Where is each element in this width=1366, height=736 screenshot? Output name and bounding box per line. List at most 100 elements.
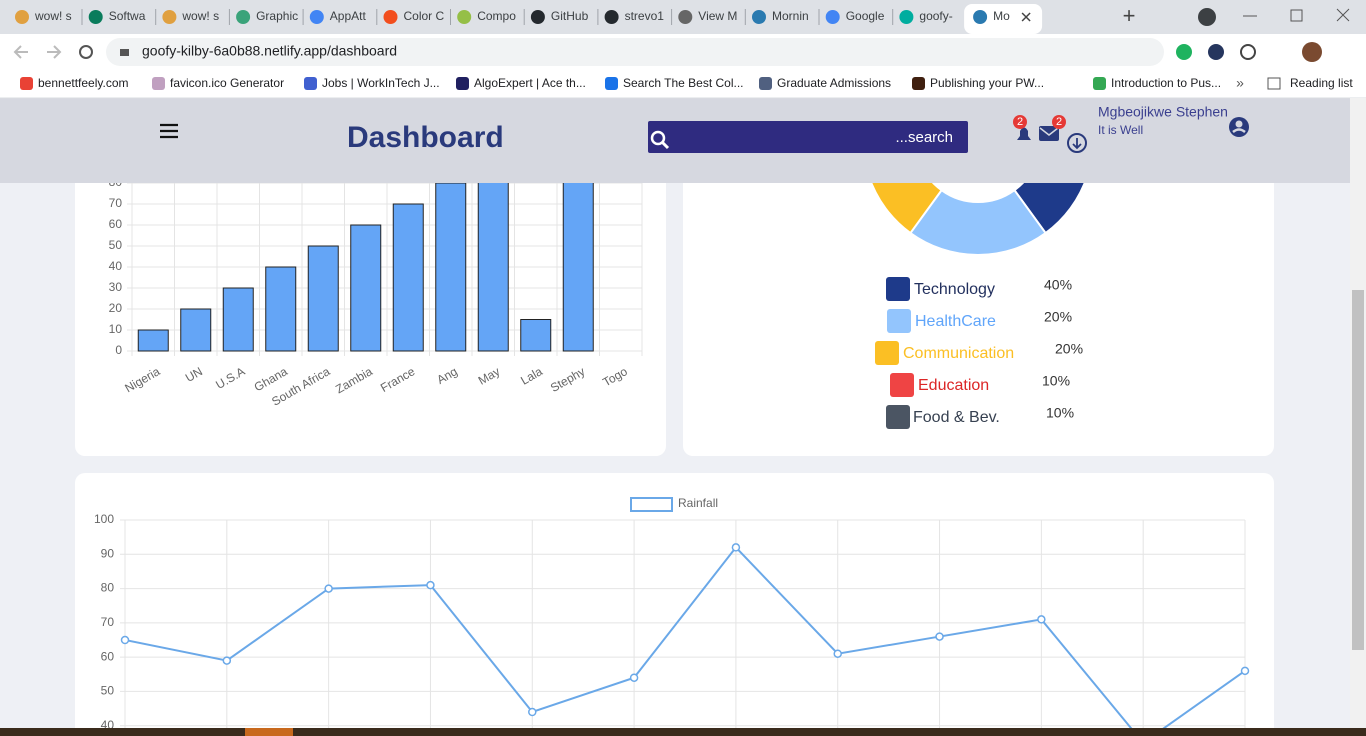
tab-title[interactable]: GitHub xyxy=(551,9,589,23)
more-bookmarks[interactable]: » xyxy=(1236,75,1244,91)
legend-swatch xyxy=(886,405,910,429)
value-label: 40% xyxy=(1044,277,1072,293)
badge xyxy=(1052,115,1066,129)
app-header: Dashboard ...search 2 2 Mgbeojikwe Steph… xyxy=(0,98,1350,183)
tab-title[interactable]: Google xyxy=(846,9,885,23)
reading-list-icon xyxy=(1267,77,1281,90)
y-tick-label: 30 xyxy=(109,280,123,294)
tab-favicon xyxy=(162,10,177,24)
bookmarks-bar xyxy=(0,70,1366,98)
url: goofy-kilby-6a0b88.netlify.app/dashboard xyxy=(142,43,397,59)
menu-icon[interactable] xyxy=(160,123,178,139)
tab-favicon xyxy=(15,10,29,24)
bookmark-icon xyxy=(304,77,317,90)
mail-icon[interactable] xyxy=(1039,126,1059,141)
point xyxy=(731,543,741,552)
user-name: Mgbeojikwe Stephen xyxy=(1098,104,1228,120)
tabs: wow! s Softwa wow! s Graphic AppAtt Color C Co… xyxy=(15,4,1043,34)
search-icon xyxy=(650,130,666,146)
tab-title[interactable]: goofy- xyxy=(919,9,952,23)
bookmark-icon xyxy=(1093,77,1106,90)
point xyxy=(1037,615,1046,624)
point xyxy=(120,635,130,645)
tab-title[interactable]: wow! s xyxy=(181,9,219,23)
taskbar-item xyxy=(245,728,293,736)
download-icon[interactable] xyxy=(1067,133,1087,153)
tab-title[interactable]: Mo xyxy=(993,9,1010,23)
new-tab-button[interactable]: + xyxy=(1123,3,1136,28)
value-label: 10% xyxy=(1046,405,1074,421)
profile-avatar[interactable] xyxy=(1302,42,1322,62)
tab-favicon xyxy=(383,10,398,24)
scrollbar-thumb[interactable] xyxy=(1352,290,1364,650)
bar xyxy=(307,245,339,352)
forward-button[interactable] xyxy=(47,45,62,59)
y-tick-label: 90 xyxy=(101,546,115,560)
bell-icon[interactable] xyxy=(1017,127,1031,141)
extension-icon[interactable] xyxy=(1208,44,1224,60)
bar xyxy=(265,266,297,352)
message-count: 2 xyxy=(1056,116,1062,128)
legend-label: Food & Bev. xyxy=(913,409,1000,426)
tab-favicon xyxy=(236,10,251,24)
user-status: It is Well xyxy=(1098,123,1143,137)
tab-title[interactable]: Compo xyxy=(477,9,516,23)
y-tick-label: 20 xyxy=(109,301,123,315)
bookmark[interactable]: Introduction to Pus... xyxy=(1111,76,1221,90)
tab-close xyxy=(1021,12,1031,22)
bookmark[interactable]: Search The Best Col... xyxy=(623,76,744,90)
notification-count: 2 xyxy=(1017,116,1023,128)
search-box[interactable] xyxy=(648,121,968,153)
extension-icon[interactable] xyxy=(1176,44,1192,60)
tab-title[interactable]: Mornin xyxy=(772,9,809,23)
tab-favicon xyxy=(973,10,988,24)
tab-title[interactable]: View M xyxy=(698,9,737,23)
bookmarks: bennettfeely.com favicon.ico Generator Job… xyxy=(20,76,1221,90)
bar xyxy=(222,287,254,352)
bookmark[interactable]: bennettfeely.com xyxy=(38,76,129,90)
tab-title[interactable]: strevo1 xyxy=(625,9,665,23)
bookmark-icon xyxy=(152,77,165,90)
maximize[interactable] xyxy=(1290,9,1303,22)
tab-title[interactable]: AppAtt xyxy=(330,9,367,23)
back-button[interactable] xyxy=(13,45,28,59)
value-label: 20% xyxy=(1044,309,1072,325)
address-bar[interactable] xyxy=(106,38,1164,66)
y-tick-label: 0 xyxy=(115,343,122,357)
close-window[interactable] xyxy=(1336,8,1350,22)
legend-swatch xyxy=(887,309,911,333)
bookmark[interactable]: AlgoExpert | Ace th... xyxy=(474,76,586,90)
bar xyxy=(350,224,382,352)
bar xyxy=(137,329,169,352)
y-tick-label: 40 xyxy=(101,718,115,732)
bookmark[interactable]: Publishing your PW... xyxy=(930,76,1044,90)
extension-icon[interactable] xyxy=(1240,44,1256,60)
bar xyxy=(520,319,552,352)
donut-card xyxy=(683,150,1274,456)
y-tick-label: 100 xyxy=(94,512,114,526)
tab-title[interactable]: wow! s xyxy=(34,9,72,23)
reading-list[interactable]: Reading list xyxy=(1290,76,1353,90)
tab-favicon xyxy=(309,10,324,24)
tab-search[interactable] xyxy=(1198,8,1216,26)
badge xyxy=(1013,115,1027,129)
tab-title[interactable]: Graphic xyxy=(256,9,298,23)
tab-title[interactable]: Softwa xyxy=(109,9,146,23)
y-tick-label: 10 xyxy=(109,322,123,336)
bookmark[interactable]: favicon.ico Generator xyxy=(170,76,284,90)
y-tick-label: 50 xyxy=(101,684,115,698)
y-tick-label: 80 xyxy=(101,581,115,595)
bookmark[interactable]: Graduate Admissions xyxy=(777,76,891,90)
tab-title[interactable]: Color C xyxy=(404,9,445,23)
legend-label: Education xyxy=(918,377,989,394)
legend-swatch xyxy=(630,497,673,512)
y-tick-label: 60 xyxy=(109,217,123,231)
bar xyxy=(477,161,509,352)
y-tick-label: 50 xyxy=(109,238,123,252)
point xyxy=(935,632,944,641)
account-icon xyxy=(1235,120,1243,128)
bookmark[interactable]: Jobs | WorkInTech J... xyxy=(322,76,440,90)
reload-button[interactable] xyxy=(79,45,93,59)
tab-favicon xyxy=(530,10,545,24)
